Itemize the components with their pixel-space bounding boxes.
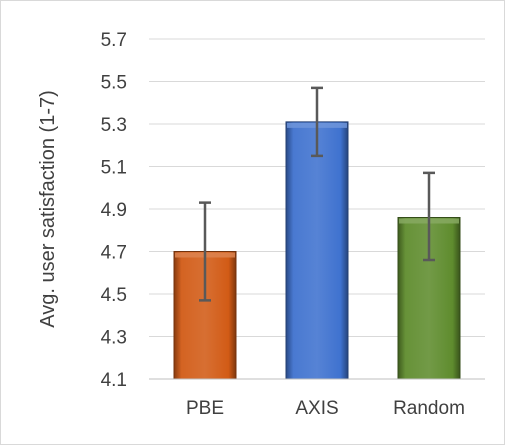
x-axis-ticks: PBE AXIS Random <box>186 398 465 419</box>
error-bar-axis <box>311 86 323 158</box>
y-tick-label: 4.5 <box>101 285 127 306</box>
y-axis-ticks: 4.1 4.3 4.5 4.7 4.9 5.1 5.3 5.5 5.7 <box>101 30 127 391</box>
bar-axis <box>285 121 349 380</box>
y-tick-label: 4.7 <box>101 243 127 264</box>
error-bar-random <box>423 171 435 262</box>
y-tick-label: 4.9 <box>101 200 127 221</box>
x-tick-label: PBE <box>186 398 224 419</box>
error-bar-pbe <box>199 201 211 302</box>
y-tick-label: 5.7 <box>101 30 127 51</box>
y-tick-label: 5.1 <box>101 158 127 179</box>
bars <box>173 121 461 380</box>
y-tick-label: 5.5 <box>101 73 127 94</box>
error-bars <box>199 86 435 302</box>
x-tick-label: Random <box>393 398 465 419</box>
y-axis-title: Avg. user satisfaction (1-7) <box>37 90 59 328</box>
y-tick-label: 5.3 <box>101 115 127 136</box>
y-tick-label: 4.1 <box>101 370 127 391</box>
x-tick-label: AXIS <box>295 398 338 419</box>
y-tick-label: 4.3 <box>101 328 127 349</box>
